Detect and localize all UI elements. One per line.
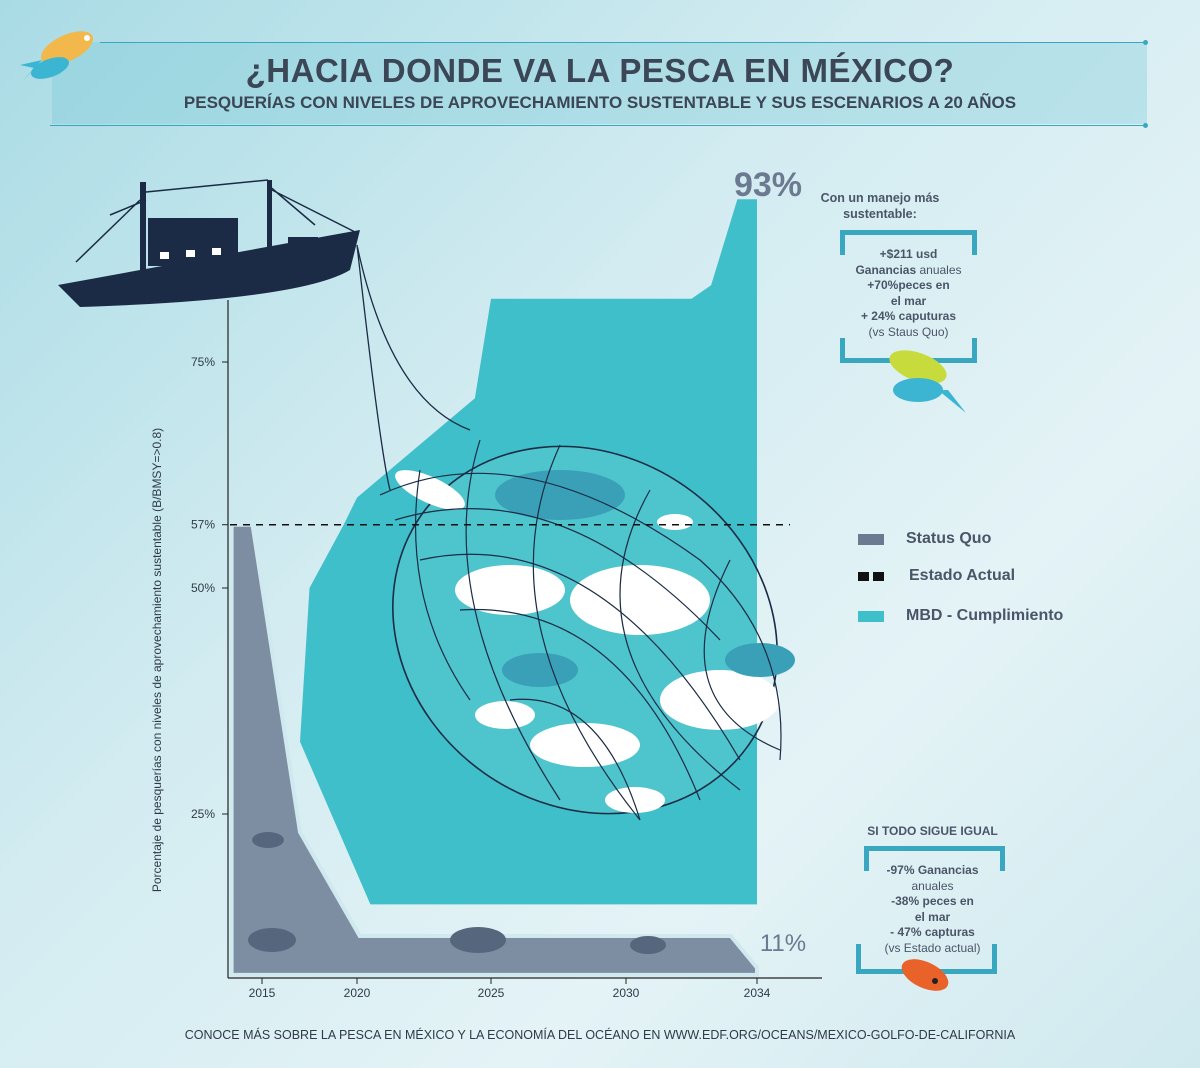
header-line-top [100,42,1145,43]
line: (vs Staus Quo) [868,324,949,339]
fish-silhouettes [248,832,666,954]
line: anuales [916,262,962,277]
legend-mbd: MBD - Cumplimiento [858,607,1063,625]
y-tick-label: 50% [191,581,215,595]
page-title: ¿HACIA DONDE VA LA PESCA EN MÉXICO? [245,52,955,89]
x-tick-label: 2034 [744,986,771,1000]
legend-swatch [858,571,884,581]
header-line-bottom [50,125,1145,126]
same-box: -97% Ganancias anuales -38% peces en el … [860,863,1005,956]
legend-estado-actual: Estado Actual [858,567,1015,585]
line: (vs Estado actual) [884,940,981,955]
x-tick-label: 2020 [344,986,371,1000]
line: +$211 usd [879,247,938,261]
end-label-mbd: 93% [734,166,802,204]
y-tick-label: 57% [191,518,215,532]
legend-swatch [858,533,884,545]
x-tick-label: 2015 [249,986,276,1000]
green-fish-icon [889,350,966,413]
x-tick-label: 2025 [478,986,505,1000]
header-band [52,42,1147,124]
fishing-boat-icon [58,179,360,307]
footer-text: CONOCE MÁS SOBRE LA PESCA EN MÉXICO Y LA… [184,1028,1016,1042]
line: + 24% caputuras [860,309,957,323]
sustainable-heading: Con un manejo más sustentable: [820,191,940,221]
y-tick-label: 75% [191,355,215,369]
legend-label: Estado Actual [909,567,1016,584]
sustainable-box: +$211 usd Ganancias anuales +70%peces en… [840,247,977,340]
area-mbd-cumplimiento [300,199,757,905]
line: el mar [914,909,951,924]
line: Ganancias [855,262,917,277]
line: -38% peces en [891,894,974,908]
legend-swatch [858,610,884,622]
fish-logo-icon [20,31,93,82]
header-dot [1143,40,1148,45]
header-dot [1143,123,1148,128]
fishing-net [356,244,795,821]
same-heading: SI TODO SIGUE IGUAL [867,824,998,838]
page-subtitle: PESQUERÍAS CON NIVELES DE APROVECHAMIENT… [183,93,1017,112]
end-label-status-quo: 11% [760,930,806,957]
line: -97% Ganancias [886,863,979,877]
line: - 47% capturas [890,925,975,939]
bracket-top [840,230,977,255]
line: el mar [890,293,927,308]
bracket-top [864,846,1005,871]
legend-label: Status Quo [906,530,992,547]
orange-fish-icon [901,959,949,991]
x-tick-label: 2030 [613,986,640,1000]
line: anuales [911,878,954,893]
line: +70%peces en [867,278,950,292]
legend-status-quo: Status Quo [858,530,991,548]
y-tick-label: 25% [191,807,215,821]
legend-label: MBD - Cumplimiento [906,607,1064,624]
